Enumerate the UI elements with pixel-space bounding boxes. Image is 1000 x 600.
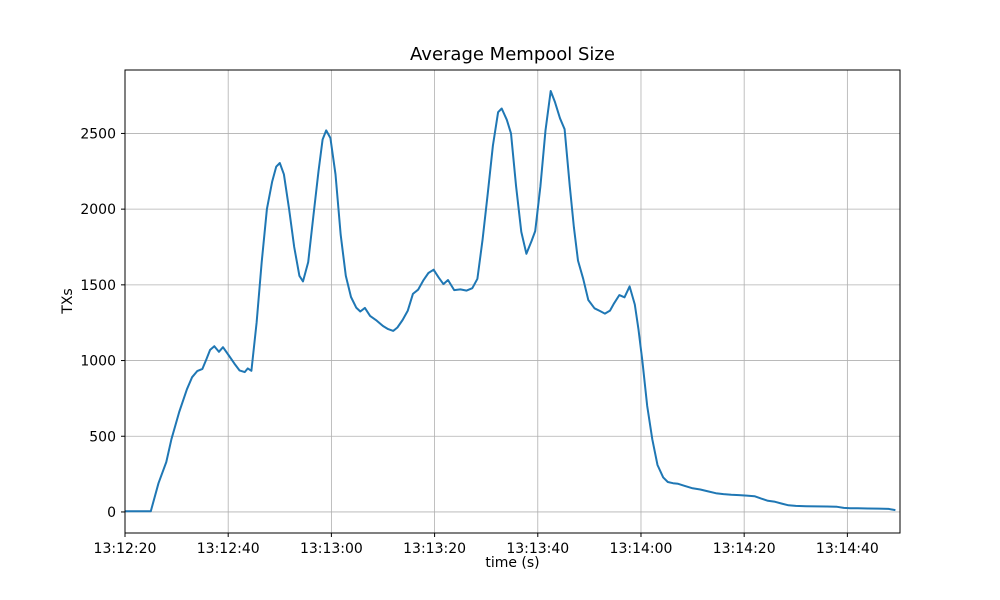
chart-title: Average Mempool Size (410, 44, 615, 65)
y-tick-label: 2500 (80, 126, 116, 142)
x-tick-label: 13:13:00 (300, 541, 363, 557)
axes-spines (124, 69, 901, 534)
y-tick-label: 500 (89, 429, 116, 445)
x-tick-label: 13:12:20 (94, 541, 157, 557)
y-tick-label: 0 (107, 505, 116, 521)
x-tick-label: 13:13:40 (506, 541, 569, 557)
x-tick-label: 13:14:00 (610, 541, 673, 557)
x-tick-label: 13:14:20 (713, 541, 776, 557)
x-axis-label: time (s) (485, 555, 540, 571)
x-tick-label: 13:12:40 (197, 541, 260, 557)
mempool-line-series (125, 90, 896, 513)
y-tick-label: 2000 (80, 202, 116, 218)
y-tick-label: 1000 (80, 354, 116, 370)
x-tick-label: 13:13:20 (403, 541, 466, 557)
y-axis-label: TXs (60, 288, 76, 314)
y-tick-label: 1500 (80, 278, 116, 294)
x-tick-label: 13:14:40 (816, 541, 879, 557)
